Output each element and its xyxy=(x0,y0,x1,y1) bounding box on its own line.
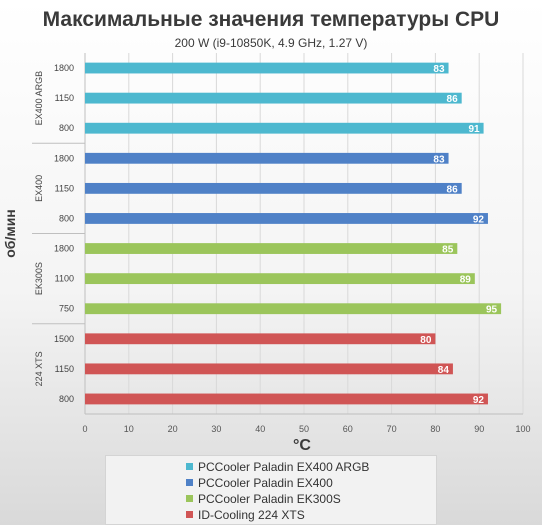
bar-value-label: 83 xyxy=(433,154,445,165)
legend-swatch-ex400-argb xyxy=(186,463,193,470)
bar xyxy=(85,92,462,104)
rpm-tick-label: 800 xyxy=(59,394,74,404)
legend-item-ek300s: PCCooler Paladin EK300S xyxy=(186,491,436,507)
bar-value-label: 92 xyxy=(473,214,485,225)
bar xyxy=(85,243,458,254)
x-tick-label: 30 xyxy=(211,424,221,434)
bar xyxy=(85,363,453,375)
bar-chart: 0 10 20 30 40 50 60 70 80 90 100 °C об/мин EX400 ARGB… xyxy=(2,53,531,454)
legend-swatch-224-xts xyxy=(186,511,193,518)
group-label: EX400 ARGB xyxy=(34,71,44,126)
x-tick-label: 60 xyxy=(343,424,353,434)
x-tick-label: 10 xyxy=(124,424,134,434)
bar-value-label: 84 xyxy=(438,365,450,376)
rpm-tick-label: 1500 xyxy=(54,334,74,344)
bar xyxy=(85,152,449,164)
bar-value-label: 83 xyxy=(433,64,445,75)
bar-value-label: 95 xyxy=(486,305,498,316)
legend-swatch-ex400 xyxy=(186,479,193,486)
x-axis-title: °C xyxy=(293,437,311,454)
x-tick-label: 50 xyxy=(299,424,309,434)
bar xyxy=(85,393,488,405)
legend-item-ex400-argb: PCCooler Paladin EX400 ARGB xyxy=(186,459,436,475)
legend-label-224-xts: ID-Cooling 224 XTS xyxy=(198,508,305,522)
group-label: EK300S xyxy=(34,262,44,295)
bar-value-label: 86 xyxy=(447,184,459,195)
rpm-tick-label: 1800 xyxy=(54,63,74,73)
legend-label-ek300s: PCCooler Paladin EK300S xyxy=(198,492,341,506)
x-tick-label: 70 xyxy=(387,424,397,434)
legend-label-ex400-argb: PCCooler Paladin EX400 ARGB xyxy=(198,460,370,474)
bar-value-label: 85 xyxy=(442,245,454,256)
chart-title: Максимальные значения температуры CPU xyxy=(42,8,500,31)
y-axis-title: об/мин xyxy=(2,209,18,258)
legend-label-ex400: PCCooler Paladin EX400 xyxy=(198,476,333,490)
chart-subtitle: 200 W (i9-10850K, 4.9 GHz, 1.27 V) xyxy=(174,36,368,50)
legend-swatch-ek300s xyxy=(186,495,193,502)
bar-value-label: 86 xyxy=(447,94,459,105)
rpm-tick-label: 1800 xyxy=(54,153,74,163)
x-tick-label: 20 xyxy=(168,424,178,434)
bar xyxy=(85,62,449,74)
legend-item-ex400: PCCooler Paladin EX400 xyxy=(186,475,436,491)
rpm-tick-label: 800 xyxy=(59,123,74,133)
rpm-tick-label: 1100 xyxy=(55,274,74,284)
rpm-tick-label: 750 xyxy=(59,304,74,314)
bar-value-label: 80 xyxy=(420,335,432,346)
rpm-tick-label: 1150 xyxy=(55,93,74,103)
rpm-tick-label: 1150 xyxy=(55,364,74,374)
x-tick-label: 40 xyxy=(255,424,265,434)
group-label: 224 XTS xyxy=(34,351,44,386)
rpm-tick-label: 1150 xyxy=(55,183,74,193)
group-label: EX400 xyxy=(34,175,44,202)
bar-value-label: 91 xyxy=(468,124,480,135)
rpm-tick-label: 1800 xyxy=(54,244,74,254)
x-tick-label: 80 xyxy=(430,424,440,434)
rpm-tick-label: 800 xyxy=(59,213,74,223)
legend-item-224-xts: ID-Cooling 224 XTS xyxy=(186,507,436,523)
bar xyxy=(85,182,462,194)
x-tick-label: 90 xyxy=(474,424,484,434)
x-tick-label: 0 xyxy=(82,424,87,434)
bar-value-label: 92 xyxy=(473,395,485,406)
bar-value-label: 89 xyxy=(460,275,472,286)
chart-legend: PCCooler Paladin EX400 ARGB PCCooler Pal… xyxy=(105,455,437,525)
bar xyxy=(85,303,502,315)
bar xyxy=(85,213,488,224)
bar xyxy=(85,333,436,345)
x-tick-label: 100 xyxy=(515,424,530,434)
bar xyxy=(85,273,475,285)
bar xyxy=(85,122,484,134)
